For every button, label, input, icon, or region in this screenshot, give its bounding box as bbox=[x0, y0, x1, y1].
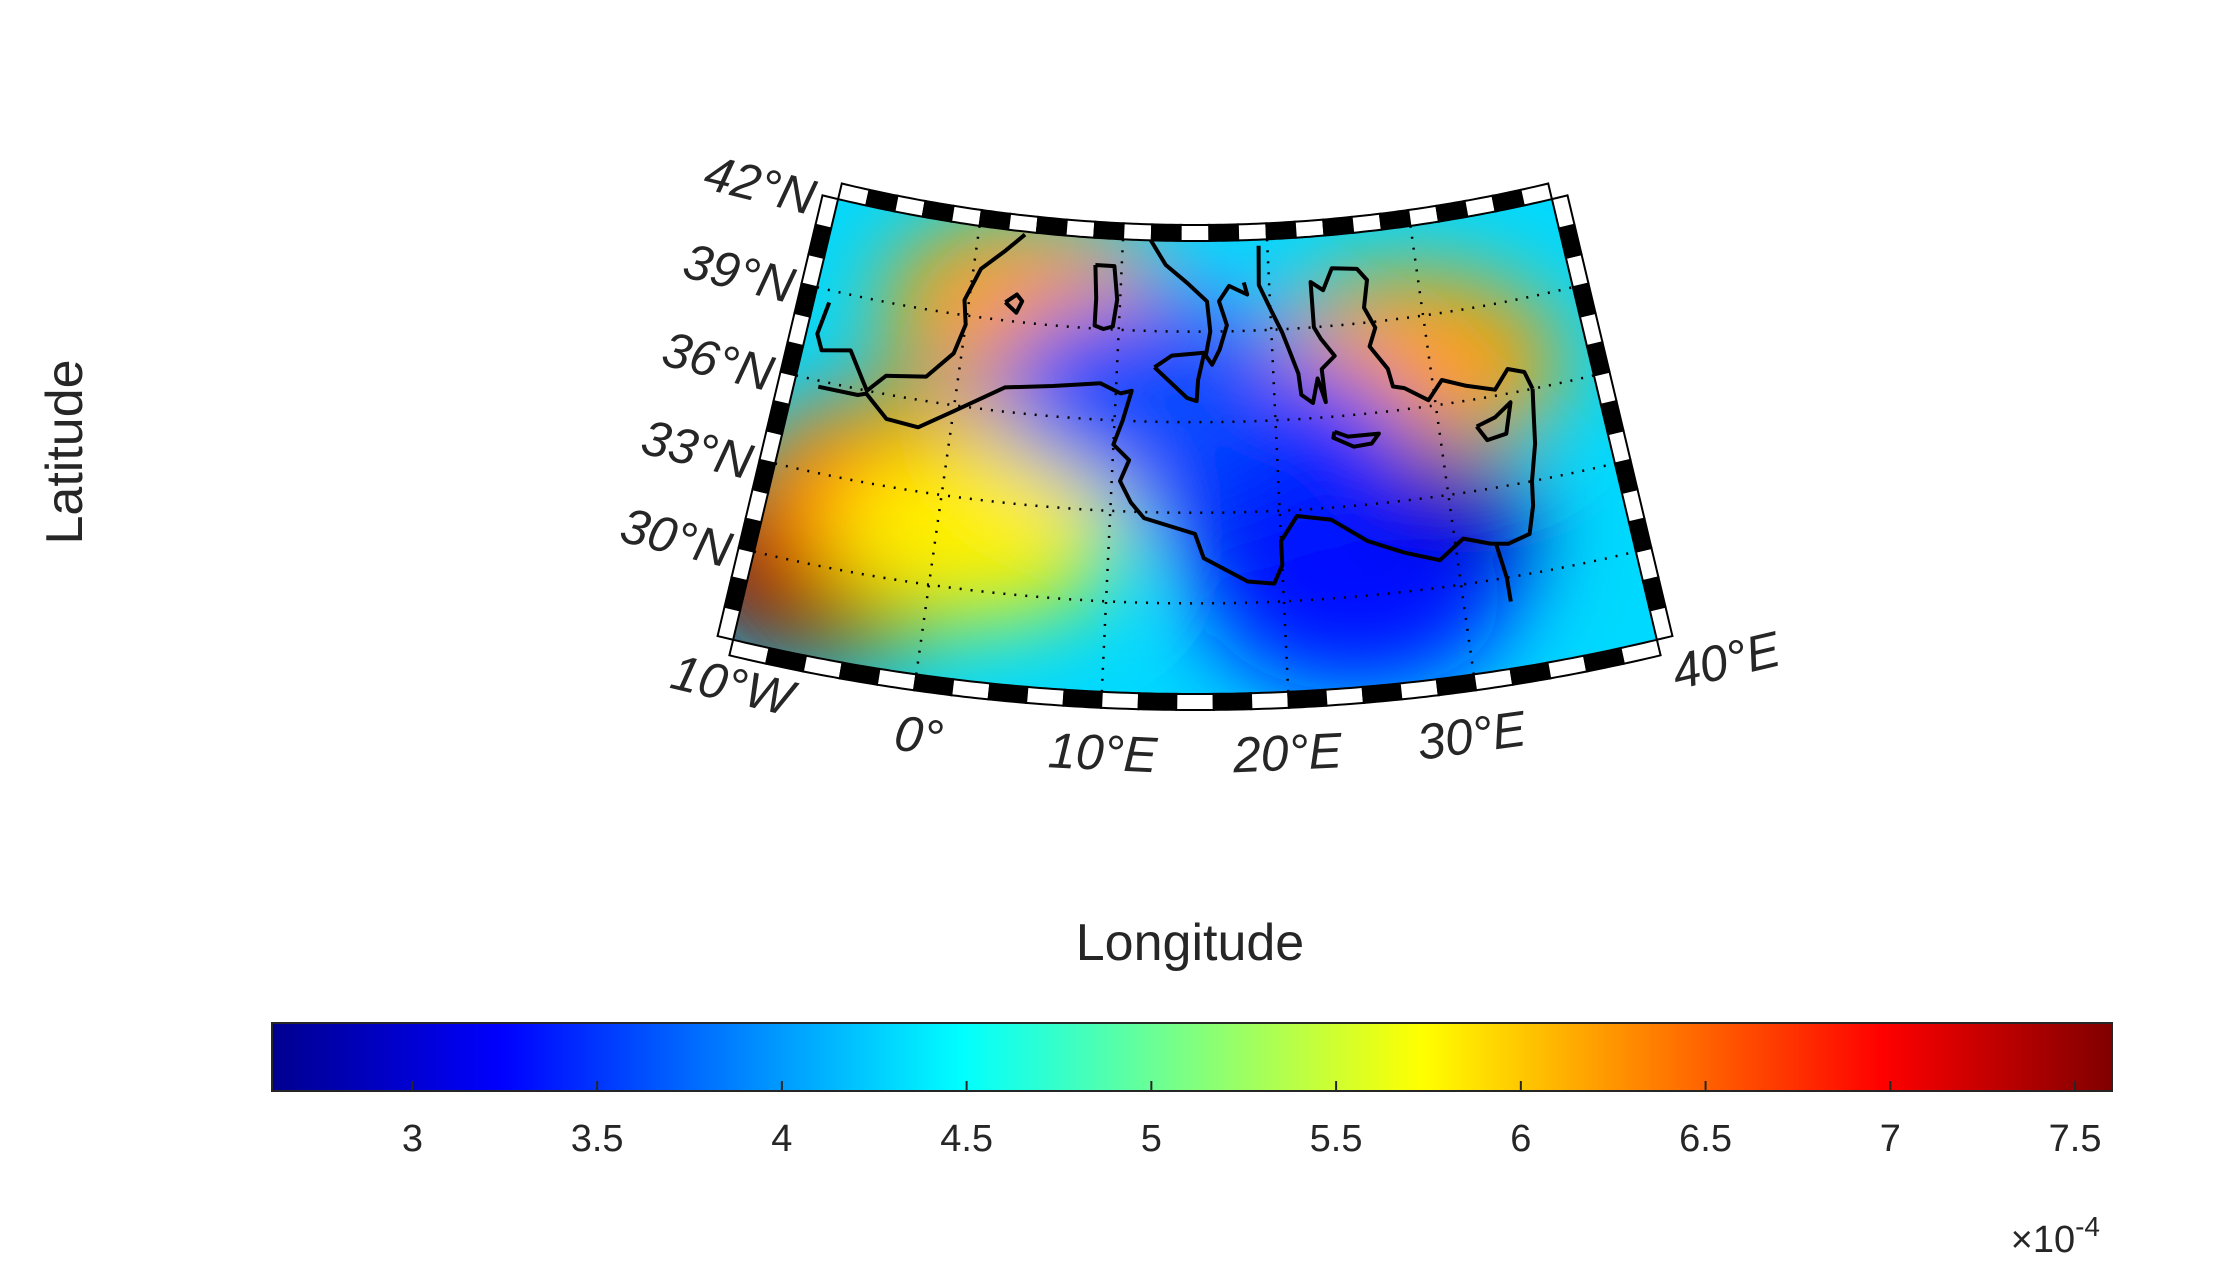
frame-segment bbox=[921, 199, 955, 223]
frame-segment bbox=[1407, 204, 1441, 228]
frame-segment bbox=[1137, 692, 1178, 711]
frame-segment bbox=[1208, 223, 1240, 242]
lon-label: 30°E bbox=[1414, 700, 1530, 771]
frame-segment bbox=[1324, 685, 1365, 707]
frame-segment bbox=[978, 208, 1012, 231]
frame-segment bbox=[1121, 222, 1154, 242]
frame-segment bbox=[1619, 638, 1662, 665]
lat-label: 30°N bbox=[615, 497, 738, 579]
frame-segment bbox=[1249, 690, 1290, 711]
frame-segment bbox=[1293, 218, 1326, 239]
frame-segment bbox=[1007, 212, 1040, 234]
lon-label: 40°E bbox=[1666, 621, 1786, 701]
x-axis-title: Longitude bbox=[1076, 914, 1304, 972]
colorbar-tick-label: 3 bbox=[402, 1118, 423, 1160]
frame-segment bbox=[1265, 220, 1297, 241]
y-axis-title: Latitude bbox=[36, 359, 94, 544]
frame-segment bbox=[1100, 690, 1141, 711]
frame-segment bbox=[1322, 215, 1355, 237]
coastline bbox=[1092, 263, 1120, 331]
frame-segment bbox=[814, 194, 840, 230]
lat-label: 36°N bbox=[657, 321, 780, 403]
frame-segment bbox=[1179, 223, 1211, 242]
frame-segment bbox=[1398, 678, 1440, 701]
frame-segment bbox=[987, 682, 1029, 704]
frame-segment bbox=[1435, 199, 1469, 223]
frame-segment bbox=[1035, 215, 1068, 237]
lat-label: 39°N bbox=[678, 233, 801, 315]
frame-segment bbox=[1212, 692, 1253, 711]
coastline bbox=[1493, 542, 1513, 602]
coastline bbox=[1123, 199, 1250, 367]
lat-label: 33°N bbox=[636, 409, 759, 491]
lon-label: 20°E bbox=[1231, 722, 1344, 783]
coastline bbox=[1475, 400, 1513, 443]
colorbar-gradient bbox=[271, 1022, 2113, 1092]
frame-segment bbox=[1361, 682, 1403, 704]
colorbar-tick-label: 6.5 bbox=[1679, 1118, 1732, 1160]
frame-segment bbox=[949, 204, 983, 228]
colorbar-tick-label: 4.5 bbox=[940, 1118, 993, 1160]
lon-label: 10°E bbox=[1047, 722, 1159, 783]
field-hotspot bbox=[821, 434, 1122, 625]
map-frame bbox=[716, 182, 1674, 711]
colorbar-tick-label: 5 bbox=[1141, 1118, 1162, 1160]
colorbar-tick-label: 4 bbox=[771, 1118, 792, 1160]
colorbar-multiplier: ×10-4 bbox=[2011, 1211, 2100, 1261]
frame-segment bbox=[1064, 218, 1097, 239]
frame-segment bbox=[1150, 223, 1182, 242]
frame-segment bbox=[1378, 208, 1412, 231]
frame-segment bbox=[1062, 688, 1103, 709]
coastline bbox=[1153, 350, 1207, 404]
lon-label: 0° bbox=[891, 705, 946, 767]
frame-segment bbox=[1287, 688, 1328, 709]
colorbar-tick-label: 7 bbox=[1880, 1118, 1901, 1160]
frame-segment bbox=[1175, 692, 1215, 711]
coastlines bbox=[815, 199, 1538, 602]
frame-segment bbox=[1236, 222, 1269, 242]
colorbar-tick-label: 3.5 bbox=[571, 1118, 624, 1160]
coastline bbox=[1004, 292, 1025, 315]
colorbar-tick-label: 5.5 bbox=[1310, 1118, 1363, 1160]
colorbar-tick-label: 7.5 bbox=[2049, 1118, 2102, 1160]
frame-segment bbox=[1093, 220, 1125, 241]
frame-segment bbox=[1519, 182, 1554, 207]
field-hotspot bbox=[997, 296, 1298, 487]
coastline bbox=[1256, 245, 1535, 405]
colorbar: 3 3.5 4 4.5 5 5.5 6 6.5 7 7.5 ×10-4 bbox=[271, 1022, 2113, 1261]
coastline bbox=[1331, 429, 1381, 449]
frame-segment bbox=[1350, 212, 1383, 234]
frame-segment bbox=[1025, 685, 1066, 707]
frame-segment bbox=[950, 678, 992, 701]
lat-label: 42°N bbox=[699, 144, 822, 226]
colorbar-tick-label: 6 bbox=[1510, 1118, 1531, 1160]
coastline bbox=[815, 233, 1027, 393]
coastline bbox=[817, 381, 1538, 586]
frame-segment bbox=[1550, 194, 1576, 230]
